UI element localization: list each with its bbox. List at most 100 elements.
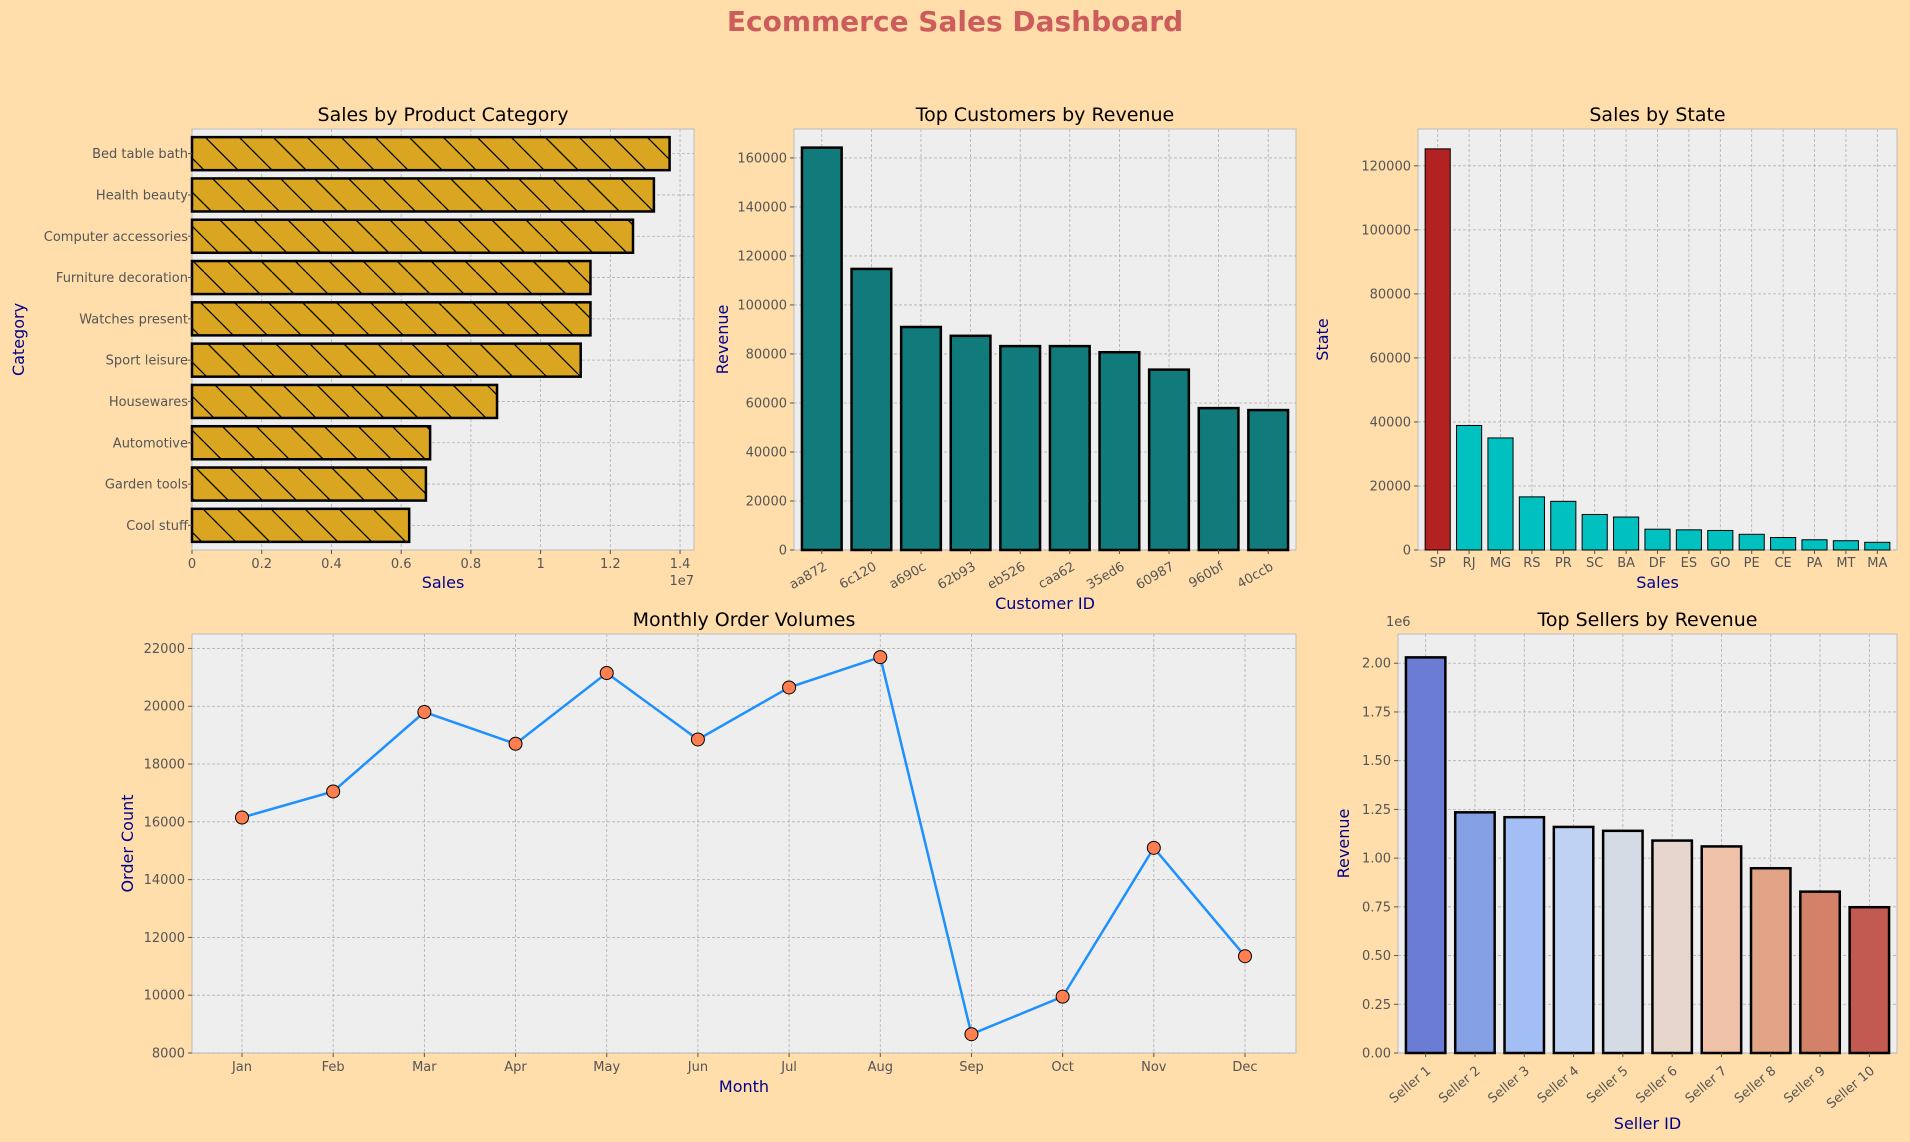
x-tick-label: Sep	[959, 1060, 984, 1075]
y-axis-label: State	[1313, 318, 1332, 360]
state-sales-panel: 0 20000 40000 60000 80000 100000 120000 SP RJ MG R…	[1313, 104, 1898, 592]
bar	[1707, 529, 1734, 551]
y-tick-label: 1.75	[1362, 705, 1391, 720]
y-tick-label: 14000	[144, 873, 185, 888]
x-tick-label: Seller 10	[1824, 1064, 1878, 1112]
x-tick-label: 60987	[1134, 559, 1177, 593]
x-tick-label: 1.4	[670, 557, 691, 572]
x-tick-label: Jul	[780, 1060, 797, 1075]
x-tick-label: PA	[1807, 556, 1823, 571]
x-axis-label: Seller ID	[1614, 1114, 1681, 1133]
y-axis-label: Revenue	[713, 305, 732, 375]
x-tick-label: Nov	[1141, 1060, 1167, 1075]
x-tick-label: 960bf	[1186, 559, 1226, 591]
bar-hatch	[190, 424, 432, 461]
bar	[1453, 811, 1496, 1055]
y-tick-label: 2.00	[1362, 657, 1391, 672]
x-tick-label: Seller 9	[1781, 1064, 1828, 1107]
data-point	[1238, 949, 1252, 964]
x-tick-label: Aug	[868, 1060, 893, 1075]
y-tick-label: 40000	[746, 445, 787, 460]
x-axis-label: Sales	[422, 573, 465, 592]
category-sales-panel: 0 0.2 0.4 0.6 0.8 1 1.2 1.4 Bed table bath Health…	[9, 104, 695, 592]
bar	[1197, 406, 1240, 552]
y-tick-label: 60000	[746, 396, 787, 411]
dashboard-title: Ecommerce Sales Dashboard	[727, 5, 1183, 38]
y-tick-label: Automotive	[113, 436, 188, 451]
y-tick-label: 80000	[1370, 287, 1411, 302]
y-tick-label: 1.00	[1362, 852, 1391, 867]
y-tick-label: 18000	[144, 758, 185, 773]
y-tick-label: 100000	[1361, 223, 1411, 238]
x-tick-label: Jan	[231, 1060, 252, 1075]
data-point	[690, 732, 705, 747]
y-tick-label: 22000	[144, 642, 185, 657]
data-point	[782, 680, 797, 695]
x-tick-label: Seller 3	[1485, 1064, 1532, 1107]
y-tick-label: 0.25	[1362, 998, 1391, 1013]
bar	[1770, 537, 1797, 551]
data-point	[508, 736, 523, 751]
x-tick-label: Seller 7	[1683, 1064, 1730, 1107]
bar	[1832, 540, 1859, 551]
x-tick-label: 0	[188, 557, 196, 572]
bar	[1404, 656, 1447, 1055]
y-tick-label: 120000	[1361, 159, 1411, 174]
x-tick-label: Seller 4	[1535, 1064, 1582, 1107]
x-tick-label: Seller 1	[1387, 1064, 1434, 1107]
y-tick-label: Watches present	[79, 312, 188, 327]
bar-hatch	[190, 259, 592, 296]
x-tick-label: Feb	[322, 1060, 345, 1075]
x-tick-label: 0.8	[461, 557, 482, 572]
bar	[1700, 845, 1743, 1055]
panel-title: Top Sellers by Revenue	[1537, 609, 1758, 631]
x-tick-label: eb526	[985, 559, 1028, 593]
x-tick-label: Oct	[1051, 1060, 1073, 1075]
bar-hatch	[190, 342, 582, 378]
data-point	[417, 705, 432, 720]
y-tick-label: Housewares	[109, 395, 188, 410]
bar	[1147, 368, 1191, 552]
bar	[1518, 496, 1545, 551]
bar-hatch	[190, 218, 635, 255]
y-tick-label: Computer accessories	[44, 230, 188, 245]
data-point	[599, 666, 614, 681]
x-tick-label: Seller 5	[1584, 1064, 1631, 1107]
x-offset-label: 1e7	[669, 574, 694, 589]
bar	[1613, 516, 1640, 551]
data-point	[1055, 989, 1070, 1004]
y-tick-label: 80000	[746, 347, 787, 362]
x-tick-label: Mar	[412, 1060, 437, 1075]
bar	[1749, 867, 1792, 1055]
x-tick-label: ES	[1681, 556, 1697, 571]
x-tick-label: Jun	[687, 1060, 708, 1075]
bar	[1247, 408, 1290, 552]
panel-title: Top Customers by Revenue	[915, 104, 1174, 126]
bar	[1550, 500, 1577, 551]
bar	[1801, 539, 1828, 551]
y-tick-label: Garden tools	[105, 478, 188, 493]
x-tick-label: MA	[1867, 556, 1887, 571]
y-tick-label: 20000	[1370, 479, 1411, 494]
y-tick-label: 1.25	[1362, 803, 1391, 818]
x-tick-label: MG	[1490, 556, 1511, 571]
y-tick-label: 60000	[1370, 351, 1411, 366]
x-tick-label: 35ed6	[1084, 559, 1127, 593]
data-point	[1146, 840, 1161, 855]
y-tick-label: 0.00	[1362, 1047, 1391, 1062]
y-tick-label: 10000	[144, 989, 185, 1004]
y-tick-label: 0.75	[1362, 900, 1391, 915]
y-axis-label: Category	[9, 303, 28, 376]
y-axis-label: Revenue	[1334, 809, 1353, 879]
y-tick-label: 16000	[144, 815, 185, 830]
panel-title: Monthly Order Volumes	[633, 609, 856, 631]
bar-hatch	[190, 466, 428, 502]
y-tick-label: Bed table bath	[92, 147, 188, 162]
y-axis-label: Order Count	[118, 794, 137, 892]
bar	[1487, 437, 1514, 551]
y-offset-label: 1e6	[1386, 615, 1411, 630]
x-tick-label: 0.2	[251, 557, 272, 572]
y-tick-label: 120000	[737, 249, 787, 264]
x-tick-label: RJ	[1463, 556, 1476, 571]
bar	[800, 146, 843, 552]
